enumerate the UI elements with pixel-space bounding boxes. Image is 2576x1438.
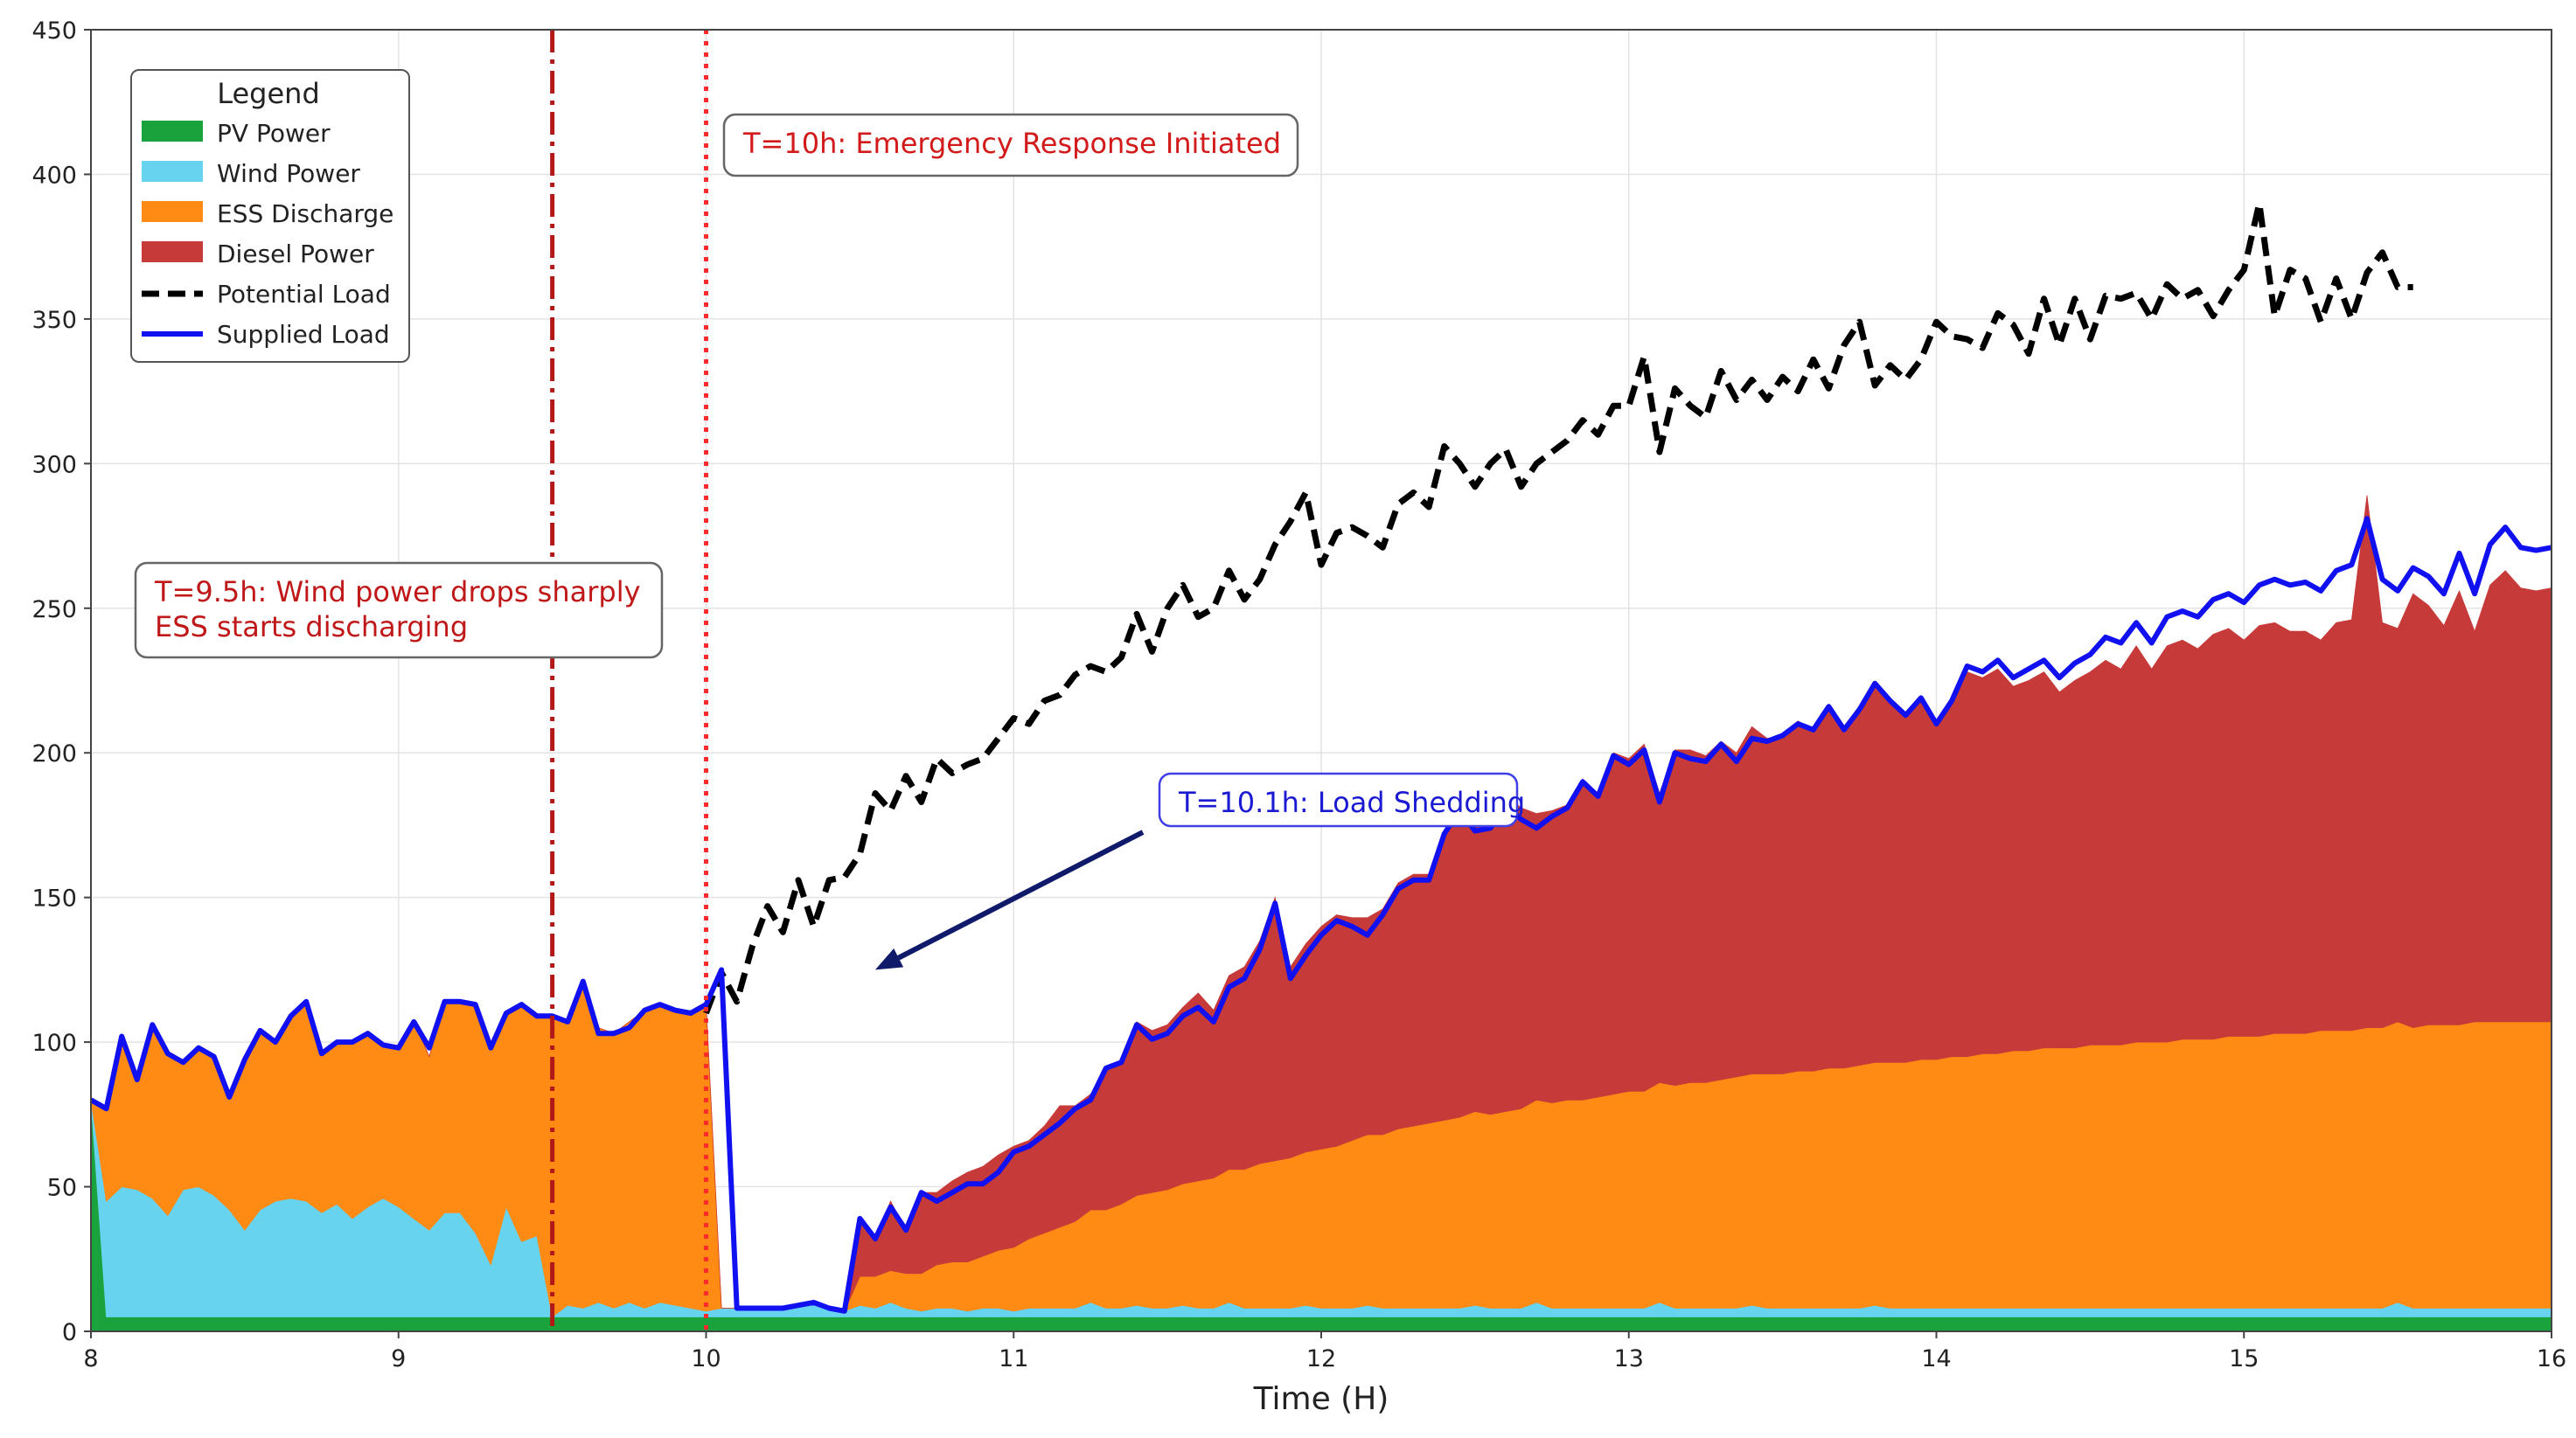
x-tick-label: 11 (999, 1345, 1028, 1372)
annotation-text-2-1: T=9.5h: Wind power drops sharply (154, 575, 641, 608)
x-tick-label: 14 (1921, 1345, 1951, 1372)
y-tick-label: 150 (31, 886, 77, 913)
y-tick-label: 50 (47, 1175, 77, 1202)
x-axis-label: Time (H) (1253, 1381, 1389, 1417)
y-tick-label: 450 (31, 17, 77, 45)
line-supplied-load (89, 516, 2552, 1314)
x-tick-label: 13 (1614, 1345, 1644, 1372)
annotation-text-2-2: ESS starts discharging (155, 610, 468, 643)
x-tick-label: 16 (2537, 1345, 2566, 1372)
y-tick-label: 100 (31, 1030, 77, 1057)
legend-label-wind-power: Wind Power (217, 159, 360, 188)
annotation-box-1 (722, 113, 1299, 177)
y-tick-label: 300 (31, 451, 77, 478)
load-lines (89, 200, 2552, 1314)
legend: Legend PV Power Wind Power ESS Discharge Die… (130, 69, 410, 363)
y-tick-label: 350 (31, 307, 77, 334)
legend-label-supplied-load: Supplied Load (217, 320, 390, 349)
annotation-text-3-1: T=10.1h: Load Shedding (1178, 786, 1525, 819)
legend-box (130, 69, 410, 363)
annotation-arrow-head (874, 948, 904, 970)
line-potential-load (703, 200, 2413, 1015)
axis-ticks: 8 9 10 11 12 13 14 15 16 0 50 100 150 200 250 300 350 400… (31, 17, 2566, 1372)
x-tick-label: 9 (391, 1345, 406, 1372)
legend-title: Legend (217, 77, 320, 110)
legend-swatch-diesel-power (142, 241, 203, 262)
annotation-text-1-1: T=10h: Emergency Response Initiated (742, 127, 1281, 160)
annotation-box-3 (1158, 772, 1519, 828)
legend-label-pv-power: PV Power (217, 119, 331, 148)
x-tick-label: 10 (691, 1345, 721, 1372)
annotation-arrow-shaft (897, 830, 1145, 961)
y-tick-label: 0 (62, 1319, 77, 1346)
y-tick-label: 250 (31, 596, 77, 623)
legend-swatch-pv-power (142, 121, 203, 142)
y-tick-label: 200 (31, 740, 77, 768)
annotation-box-2 (134, 561, 664, 659)
legend-swatch-ess-discharge (142, 201, 203, 222)
y-tick-label: 400 (31, 162, 77, 189)
legend-label-potential-load: Potential Load (217, 280, 391, 309)
x-tick-label: 12 (1306, 1345, 1336, 1372)
legend-swatch-wind-power (142, 161, 203, 182)
x-tick-label: 8 (83, 1345, 98, 1372)
annotations: T=10h: Emergency Response Initiated T=9.5… (134, 113, 1525, 970)
x-tick-label: 15 (2229, 1345, 2259, 1372)
legend-label-diesel-power: Diesel Power (217, 240, 374, 268)
legend-label-ess-discharge: ESS Discharge (217, 199, 393, 228)
event-vlines (550, 30, 708, 1331)
